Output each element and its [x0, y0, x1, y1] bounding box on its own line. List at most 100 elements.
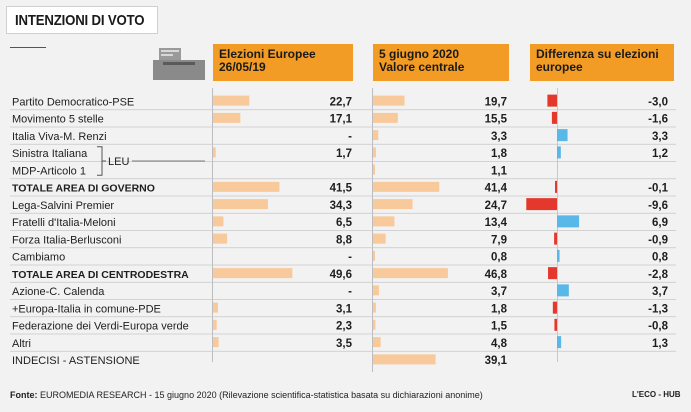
source-label: Fonte: [10, 390, 38, 400]
eu2019-bar [213, 302, 218, 313]
party-name: Partito Democratico-PSE [12, 96, 134, 108]
jun2020-value: 39,1 [485, 355, 508, 367]
jun2020-value: 24,7 [485, 200, 507, 212]
diff-bar-positive [557, 249, 560, 262]
jun2020-value: 0,8 [491, 252, 508, 264]
jun2020-value: 1,8 [491, 303, 508, 315]
eu2019-bar [213, 147, 216, 158]
jun2020-bar [373, 285, 379, 296]
diff-bar-negative [552, 301, 557, 314]
diff-bar-negative [554, 318, 557, 331]
eu2019-value: 41,5 [330, 183, 353, 195]
eu2019-bar [213, 319, 217, 330]
diff-value: -1,3 [648, 303, 668, 315]
eu2019-value: 2,3 [336, 321, 352, 333]
diff-value: -2,8 [648, 269, 668, 281]
eu2019-value: 17,1 [330, 114, 353, 126]
eu2019-bar [213, 95, 250, 106]
diff-value: 3,3 [652, 131, 668, 143]
eu2019-value: - [348, 131, 352, 143]
column-header-line: Valore centrale [379, 60, 465, 74]
jun2020-value: 1,1 [491, 165, 508, 177]
party-name: INDECISI - ASTENSIONE [12, 355, 140, 367]
diff-bar-negative [526, 198, 557, 211]
jun2020-bar [373, 250, 375, 261]
party-name: Lega-Salvini Premier [12, 200, 114, 212]
diff-bar-positive [557, 129, 568, 142]
leu-label: LEU [108, 156, 129, 168]
jun2020-bar [373, 199, 413, 210]
jun2020-bar [373, 319, 376, 330]
jun2020-value: 19,7 [485, 96, 507, 108]
party-name: Federazione dei Verdi-Europa verde [12, 321, 189, 333]
party-name: Sinistra Italiana [12, 148, 88, 160]
jun2020-value: 1,8 [491, 148, 508, 160]
diff-value: -1,6 [648, 114, 668, 126]
party-name: Movimento 5 stelle [12, 114, 104, 126]
jun2020-bar [373, 216, 395, 227]
jun2020-bar [373, 233, 386, 244]
party-name: Azione-C. Calenda [12, 286, 105, 298]
eu2019-value: 1,7 [336, 148, 352, 160]
diff-bar-negative [555, 180, 557, 193]
jun2020-value: 41,4 [485, 183, 508, 195]
eu2019-value: 34,3 [330, 200, 352, 212]
diff-bar-positive [557, 146, 561, 159]
eu2019-bar [213, 216, 224, 227]
eu2019-bar [213, 268, 293, 279]
party-name: Cambiamo [12, 252, 65, 264]
party-name: Fratelli d'Italia-Meloni [12, 217, 116, 229]
jun2020-bar [373, 181, 440, 192]
eu2019-value: 6,5 [336, 217, 353, 229]
diff-bar-negative [548, 267, 557, 280]
eu2019-bar [213, 199, 268, 210]
eu2019-value: 49,6 [330, 269, 352, 281]
jun2020-bar [373, 130, 379, 141]
jun2020-bar [373, 112, 398, 123]
column-header-line: Differenza su elezioni [536, 47, 659, 61]
jun2020-value: 15,5 [485, 114, 508, 126]
title-underline [10, 47, 46, 48]
leu-bracket [97, 146, 106, 176]
jun2020-bar [373, 302, 376, 313]
column-header-difference: Differenza su elezioni europee [530, 44, 674, 81]
diff-bar-positive [557, 215, 580, 228]
diff-value: -0,8 [648, 321, 668, 333]
diff-value: 3,7 [652, 286, 668, 298]
jun2020-value: 13,4 [485, 217, 508, 229]
eu2019-value: 22,7 [330, 96, 352, 108]
jun2020-bar [373, 95, 405, 106]
party-name: TOTALE AREA DI GOVERNO [12, 183, 155, 195]
eu2019-bar [213, 233, 228, 244]
title-box: INTENZIONI DI VOTO [6, 6, 158, 34]
party-name: +Europa-Italia in comune-PDE [12, 303, 161, 315]
jun2020-value: 3,3 [491, 131, 507, 143]
jun2020-bar [373, 164, 375, 175]
jun2020-value: 4,8 [491, 338, 508, 350]
eu2019-value: - [348, 252, 352, 264]
column-header-line: 26/05/19 [219, 60, 266, 74]
party-name: Forza Italia-Berlusconi [12, 234, 121, 246]
brand-label: L'ECO - HUB [632, 390, 681, 399]
diff-value: 1,3 [652, 338, 668, 350]
jun2020-value: 46,8 [485, 269, 508, 281]
party-name: Altri [12, 338, 31, 350]
diff-value: 1,2 [652, 148, 668, 160]
column-header-eu2019: Elezioni Europee 26/05/19 [213, 44, 353, 81]
diff-value: 6,9 [652, 217, 668, 229]
jun2020-bar [373, 354, 436, 365]
eu2019-value: - [348, 286, 352, 298]
diff-value: -3,0 [648, 96, 668, 108]
eu2019-value: 8,8 [336, 234, 353, 246]
diff-bar-positive [557, 284, 569, 297]
diff-value: 0,8 [652, 252, 669, 264]
party-name: MDP-Articolo 1 [12, 165, 86, 177]
chart-title: INTENZIONI DI VOTO [15, 11, 145, 29]
jun2020-value: 3,7 [491, 286, 507, 298]
jun2020-bar [373, 268, 448, 279]
footer-source: Fonte: EUROMEDIA RESEARCH - 15 giugno 20… [10, 390, 483, 400]
party-name: Italia Viva-M. Renzi [12, 131, 107, 143]
eu2019-value: 3,5 [336, 338, 353, 350]
diff-value: -9,6 [648, 200, 668, 212]
